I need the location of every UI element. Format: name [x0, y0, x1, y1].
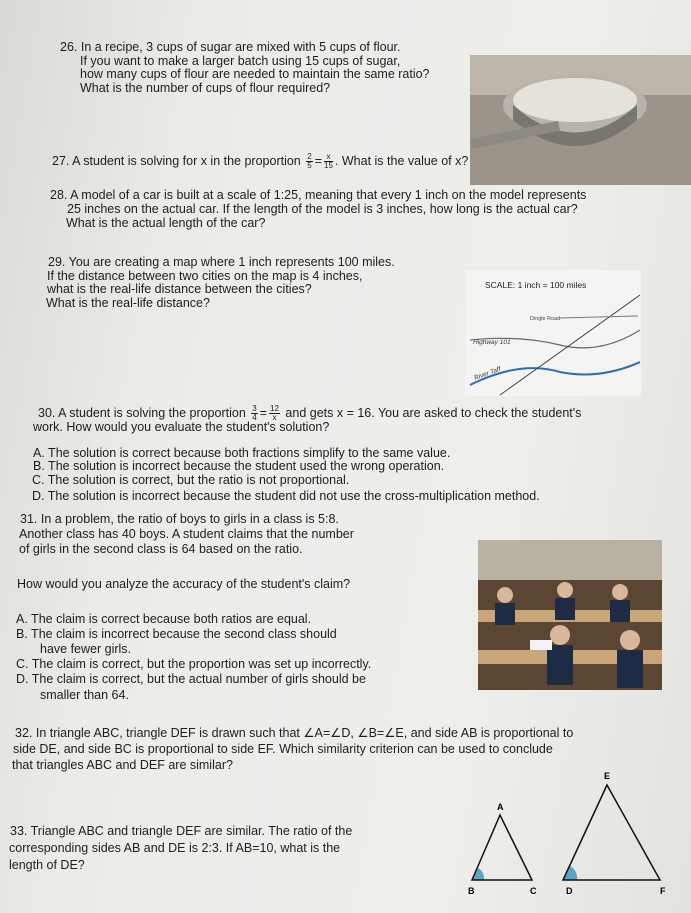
question-30: 30. A student is solving the proportion … — [38, 405, 581, 422]
map-scale: SCALE: 1 inch = 100 miles — [485, 280, 586, 290]
question-text: . What is the value of x? — [334, 153, 469, 168]
denominator: x — [272, 413, 277, 422]
vertex-label: D — [566, 886, 573, 896]
triangles-diagram: A B C D E F — [468, 771, 666, 896]
classroom-photo — [478, 540, 662, 690]
vertex-label: B — [468, 886, 475, 896]
question-27: 27. A student is solving for x in the pr… — [52, 153, 468, 170]
answer-option: B. The claim is incorrect because the se… — [16, 627, 337, 641]
numerator: x — [324, 153, 333, 162]
vertex-label: C — [530, 886, 537, 896]
question-text: how many cups of flour are needed to mai… — [80, 67, 430, 81]
vertex-label: A — [497, 802, 504, 812]
answer-option: B. The solution is incorrect because the… — [33, 459, 445, 473]
map-road-label: Dingle Road — [530, 316, 560, 322]
vertex-label: E — [604, 771, 610, 781]
fraction: 12 x — [269, 405, 280, 422]
question-text: What is the real-life distance? — [46, 296, 210, 310]
question-text: 28. A model of a car is built at a scale… — [50, 188, 587, 202]
question-text: 31. In a problem, the ratio of boys to g… — [20, 512, 339, 526]
answer-option: C. The solution is correct, but the rati… — [32, 473, 350, 487]
answer-option: A. The claim is correct because both rat… — [16, 612, 312, 626]
question-text: corresponding sides AB and DE is 2:3. If… — [9, 841, 341, 855]
question-text: What is the number of cups of flour requ… — [80, 81, 331, 95]
map-highway-label: Highway 101 — [473, 339, 511, 346]
answer-option: C. The claim is correct, but the proport… — [16, 657, 372, 671]
question-text: What is the actual length of the car? — [66, 216, 266, 230]
question-text: of girls in the second class is 64 based… — [19, 542, 303, 556]
measuring-cup-photo — [469, 55, 691, 185]
question-text: Another class has 40 boys. A student cla… — [19, 527, 354, 541]
question-text: what is the real-life distance between t… — [47, 282, 312, 296]
question-text: 27. A student is solving for x in the pr… — [52, 153, 301, 168]
scale-map: SCALE: 1 inch = 100 miles Highway 101 Ri… — [465, 270, 641, 396]
question-text: 32. In triangle ABC, triangle DEF is dra… — [15, 726, 574, 740]
equals: = — [259, 405, 268, 420]
answer-option: D. The claim is correct, but the actual … — [16, 672, 366, 686]
denominator: 5 — [307, 161, 312, 170]
question-text: length of DE? — [9, 858, 85, 872]
question-text: 25 inches on the actual car. If the leng… — [67, 202, 578, 216]
question-text: 30. A student is solving the proportion — [38, 405, 246, 420]
question-text: If you want to make a larger batch using… — [80, 54, 401, 68]
question-text: 33. Triangle ABC and triangle DEF are si… — [10, 824, 353, 838]
denominator: 4 — [252, 413, 257, 422]
question-text: and gets x = 16. You are asked to check … — [285, 405, 582, 420]
answer-option: D. The solution is incorrect because the… — [32, 489, 540, 503]
question-text: 29. You are creating a map where 1 inch … — [48, 255, 395, 269]
numerator: 3 — [251, 404, 258, 414]
denominator: 15 — [324, 161, 333, 170]
numerator: 12 — [269, 404, 280, 414]
question-text: If the distance between two cities on th… — [47, 269, 363, 283]
vertex-label: F — [660, 886, 666, 896]
numerator: 2 — [306, 152, 313, 162]
fraction: x 15 — [324, 153, 333, 170]
question-text: work. How would you evaluate the student… — [33, 420, 330, 434]
answer-option: A. The solution is correct because both … — [33, 446, 451, 460]
equals: = — [314, 153, 323, 168]
answer-option: smaller than 64. — [40, 688, 129, 702]
question-prompt: How would you analyze the accuracy of th… — [17, 577, 351, 591]
question-text: that triangles ABC and DEF are similar? — [12, 758, 233, 772]
question-text: 26. In a recipe, 3 cups of sugar are mix… — [60, 40, 401, 54]
question-text: side DE, and side BC is proportional to … — [13, 742, 553, 756]
answer-option: have fewer girls. — [40, 642, 132, 656]
